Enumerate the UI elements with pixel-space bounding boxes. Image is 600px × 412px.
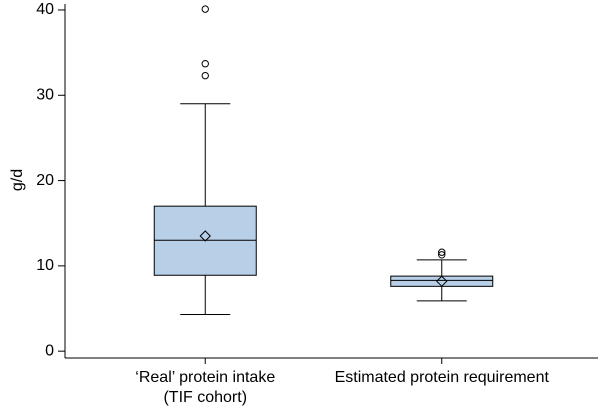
- box: [390, 275, 494, 287]
- y-tick-label: 40: [36, 1, 54, 18]
- x-tick-label: Estimated protein requirement: [334, 369, 549, 386]
- outlier: [201, 60, 209, 68]
- y-tick-label: 20: [36, 172, 54, 189]
- outlier: [438, 248, 446, 256]
- x-tick-label: ‘Real’ protein intake (TIF cohort): [135, 369, 276, 406]
- mean-marker: [436, 275, 448, 287]
- mean-marker: [199, 230, 211, 242]
- outlier: [201, 71, 209, 80]
- y-axis-label: g/d: [9, 169, 26, 191]
- y-tick-label: 10: [36, 257, 54, 274]
- y-tick-label: 0: [45, 342, 54, 359]
- outlier: [201, 5, 209, 13]
- y-tick-label: 30: [36, 86, 54, 103]
- outlier: [438, 251, 446, 259]
